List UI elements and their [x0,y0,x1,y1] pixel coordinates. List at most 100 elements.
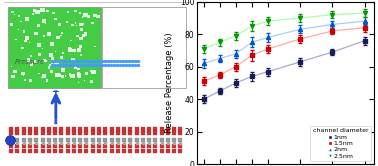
Bar [54,18,57,20]
Bar [42,74,46,78]
Bar [11,66,12,67]
Bar [56,36,58,37]
Bar [67,11,69,13]
Bar [78,76,81,79]
Bar [82,60,83,61]
Bar [93,14,97,17]
Bar [24,79,26,81]
Bar [25,17,29,21]
Bar [42,19,46,23]
Bar [91,70,96,74]
Bar [72,49,74,51]
Bar [60,35,62,36]
Bar [46,32,51,36]
Bar [24,40,27,42]
Bar [79,37,83,40]
Bar [14,14,15,15]
Bar [43,35,45,37]
Bar [13,70,17,73]
Bar [85,72,88,75]
Bar [68,47,71,49]
Bar [94,46,96,47]
Bar [44,60,47,62]
Bar [69,73,71,74]
FancyBboxPatch shape [8,6,101,88]
FancyArrowPatch shape [53,96,59,102]
Bar [45,22,46,24]
Bar [77,68,80,70]
Bar [71,58,74,61]
Bar [84,80,85,81]
Bar [11,10,14,13]
Bar [60,56,63,59]
Bar [77,73,81,77]
Bar [48,66,50,69]
Bar [40,8,45,12]
Bar [38,73,40,74]
Bar [59,73,60,74]
Bar [65,75,66,77]
Bar [96,15,100,18]
Bar [23,30,25,33]
Bar [30,63,33,66]
Bar [50,42,54,45]
Bar [79,23,83,26]
Bar [80,28,83,31]
Bar [51,63,53,65]
FancyBboxPatch shape [102,6,186,88]
Bar [46,10,49,12]
Bar [37,43,41,47]
Bar [38,53,42,56]
Bar [14,71,15,72]
Bar [29,42,30,43]
Bar [56,36,60,39]
Bar [78,82,79,83]
Bar [33,9,36,12]
Bar [55,74,59,77]
Bar [35,10,40,14]
Bar [74,10,77,12]
Bar [50,70,53,73]
Bar [18,15,20,17]
Bar [43,59,46,62]
Bar [25,36,29,40]
Bar [87,15,90,18]
Bar [46,79,48,82]
Bar [66,21,68,23]
Legend: 1nm, 1.5nm, 2nm, 2.5nm: 1nm, 1.5nm, 2nm, 2.5nm [310,126,371,161]
Bar [74,22,76,24]
Bar [70,40,72,41]
Bar [27,59,30,62]
Bar [34,60,37,63]
Bar [26,58,30,61]
Bar [62,52,64,54]
Bar [54,62,59,65]
Bar [83,13,88,17]
Bar [72,49,76,52]
Bar [30,55,32,57]
Bar [41,77,42,78]
Bar [58,74,61,77]
Bar [90,80,93,83]
Bar [79,45,82,48]
Bar [80,54,82,56]
Bar [77,48,81,52]
Bar [46,79,48,81]
Bar [82,23,84,25]
Bar [82,16,83,18]
Bar [68,73,71,76]
Bar [90,71,92,72]
Bar [37,24,40,27]
Bar [37,12,39,13]
Bar [23,75,24,76]
Bar [84,66,85,67]
Bar [34,32,37,35]
Bar [49,53,53,57]
Bar [61,68,65,72]
Bar [29,79,33,82]
Bar [51,57,54,60]
Bar [76,25,77,26]
Bar [91,22,94,24]
Bar [21,72,25,75]
Text: Pressure: Pressure [15,59,45,65]
